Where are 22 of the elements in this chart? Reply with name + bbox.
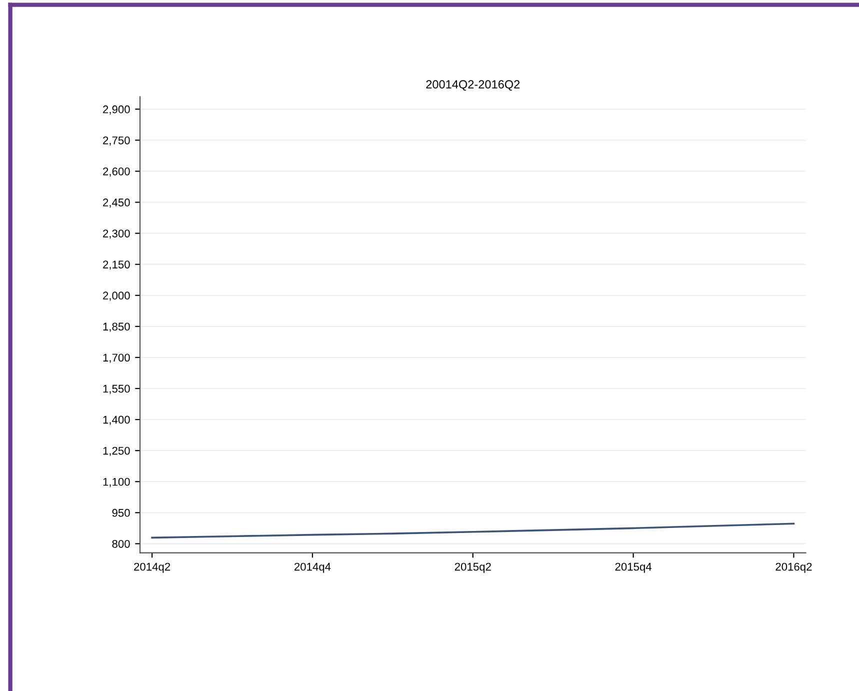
line-series [151,522,795,539]
x-tick-label: 2014q4 [294,562,331,573]
y-tick-label: 2,450 [103,198,130,208]
y-tick-label: 2,900 [103,105,130,115]
y-tick-label: 1,550 [103,384,130,394]
y-tick-label: 950 [112,508,130,517]
y-tick-label: 2,000 [103,292,130,301]
y-tick-label: 2,150 [103,260,130,270]
x-tick-label: 2015q4 [615,562,652,573]
y-tick-label: 1,850 [103,322,130,332]
y-tick-label: 1,700 [103,354,130,363]
y-tick-label: 2,750 [103,136,130,146]
y-tick-label: 1,400 [103,416,130,425]
x-tick-label: 2014q2 [134,562,170,573]
chart-title: 20014Q2-2016Q2 [426,80,520,91]
y-tick-label: 2,300 [103,230,130,239]
x-tick-label: 2015q2 [454,562,491,573]
y-tick-label: 2,600 [103,168,130,177]
y-tick-label: 800 [112,540,130,548]
y-tick-label: 1,250 [103,446,130,456]
y-tick-label: 1,100 [103,478,130,488]
x-tick-label: 2016q2 [776,562,812,573]
